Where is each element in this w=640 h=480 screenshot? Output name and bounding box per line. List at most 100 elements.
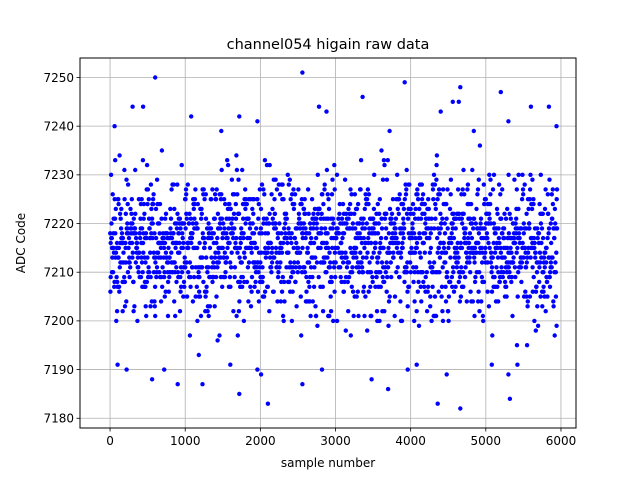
data-point bbox=[270, 206, 275, 212]
data-point bbox=[231, 309, 236, 314]
data-point bbox=[302, 197, 307, 202]
data-point bbox=[338, 274, 343, 280]
data-point bbox=[420, 192, 426, 197]
data-point bbox=[448, 192, 453, 197]
data-point bbox=[222, 274, 228, 280]
data-point bbox=[137, 231, 143, 236]
data-point bbox=[465, 182, 471, 187]
data-point bbox=[231, 235, 236, 241]
data-point bbox=[319, 226, 324, 231]
data-point bbox=[364, 221, 369, 226]
data-point bbox=[471, 226, 476, 231]
data-point bbox=[404, 187, 409, 192]
data-point bbox=[188, 284, 193, 289]
data-point bbox=[432, 182, 438, 187]
data-point bbox=[499, 216, 504, 221]
data-point bbox=[255, 289, 261, 294]
data-point bbox=[482, 226, 487, 231]
data-point bbox=[154, 274, 159, 280]
data-point bbox=[414, 245, 419, 251]
data-point bbox=[312, 265, 317, 270]
data-point bbox=[225, 162, 231, 168]
data-point bbox=[510, 313, 515, 319]
data-point bbox=[405, 216, 411, 221]
data-point bbox=[124, 299, 129, 304]
data-point bbox=[175, 270, 181, 275]
data-point bbox=[215, 265, 220, 270]
data-point bbox=[150, 197, 156, 202]
data-point bbox=[330, 226, 335, 231]
data-point bbox=[136, 265, 141, 270]
data-point bbox=[322, 226, 328, 231]
outlier-point bbox=[237, 114, 242, 119]
data-point bbox=[414, 309, 419, 314]
data-point bbox=[547, 284, 553, 289]
data-point bbox=[470, 299, 476, 304]
data-point bbox=[398, 299, 403, 304]
data-point bbox=[366, 235, 371, 241]
data-point bbox=[426, 197, 431, 202]
data-point bbox=[519, 279, 524, 285]
data-point bbox=[237, 279, 243, 285]
data-point bbox=[304, 274, 309, 280]
data-point bbox=[412, 318, 417, 324]
data-point bbox=[236, 309, 242, 314]
data-point bbox=[517, 235, 522, 241]
data-point bbox=[116, 255, 121, 260]
data-point bbox=[358, 187, 363, 192]
data-point bbox=[316, 274, 321, 280]
data-point bbox=[197, 274, 202, 280]
data-point bbox=[376, 255, 381, 260]
data-point bbox=[356, 265, 362, 270]
data-point bbox=[195, 226, 200, 231]
data-point bbox=[474, 206, 479, 212]
data-point bbox=[450, 284, 455, 289]
data-point bbox=[400, 231, 406, 236]
data-point bbox=[491, 221, 497, 226]
data-point bbox=[241, 235, 246, 241]
data-point bbox=[419, 197, 425, 202]
data-point bbox=[469, 221, 475, 226]
data-point bbox=[146, 265, 151, 270]
data-point bbox=[362, 206, 367, 212]
data-point bbox=[357, 270, 362, 275]
data-point bbox=[134, 245, 140, 251]
data-point bbox=[264, 216, 269, 221]
data-point bbox=[201, 235, 207, 241]
data-point bbox=[349, 284, 354, 289]
data-point bbox=[162, 270, 167, 275]
data-point bbox=[259, 250, 264, 255]
data-point bbox=[530, 289, 535, 294]
data-point bbox=[183, 187, 189, 192]
data-point bbox=[297, 265, 302, 270]
data-point bbox=[172, 260, 177, 265]
data-point bbox=[294, 304, 299, 309]
outlier-point bbox=[402, 80, 407, 85]
data-point bbox=[397, 274, 402, 280]
data-point bbox=[346, 274, 352, 280]
data-point bbox=[344, 255, 349, 260]
data-point bbox=[370, 274, 375, 280]
data-point bbox=[444, 201, 449, 207]
data-point bbox=[147, 270, 152, 275]
data-point bbox=[181, 221, 187, 226]
data-point bbox=[141, 201, 147, 207]
data-point bbox=[400, 201, 406, 207]
data-point bbox=[223, 260, 229, 265]
data-point bbox=[334, 235, 339, 241]
data-point bbox=[460, 187, 465, 192]
data-point bbox=[313, 313, 319, 319]
data-point bbox=[212, 192, 218, 197]
data-point bbox=[365, 187, 371, 192]
data-point bbox=[377, 197, 382, 202]
outlier-point bbox=[489, 362, 494, 367]
data-point bbox=[184, 294, 190, 299]
outlier-point bbox=[515, 362, 520, 367]
data-point bbox=[344, 221, 349, 226]
data-point bbox=[203, 294, 208, 299]
data-point bbox=[440, 187, 446, 192]
data-point bbox=[184, 260, 189, 265]
data-point bbox=[453, 284, 458, 289]
data-point bbox=[234, 167, 240, 173]
data-point bbox=[141, 216, 146, 221]
